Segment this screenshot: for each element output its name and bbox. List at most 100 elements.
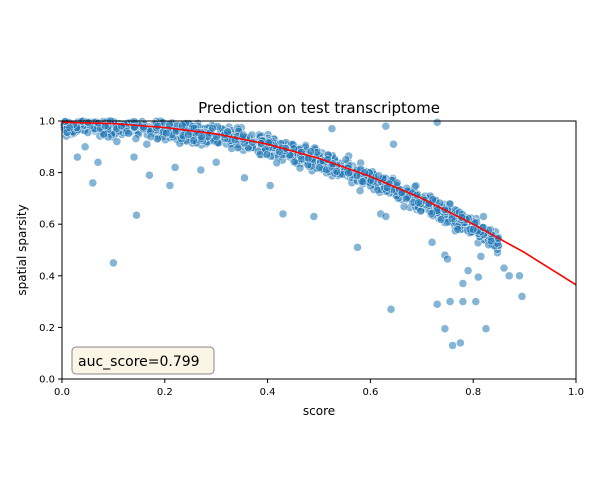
scatter-point — [161, 128, 171, 138]
x-tick-label: 0.0 — [54, 387, 70, 398]
scatter-point — [109, 258, 118, 268]
scatter-point — [124, 129, 133, 138]
x-tick-label: 0.2 — [157, 387, 173, 398]
scatter-point — [381, 212, 391, 221]
scatter-point — [443, 254, 452, 264]
scatter-point — [309, 212, 319, 221]
scatter-point — [131, 134, 141, 143]
x-tick-label: 1.0 — [568, 387, 584, 398]
scatter-point — [165, 181, 175, 190]
scatter-point — [486, 236, 496, 246]
scatter-point — [448, 341, 457, 350]
scatter-point — [463, 266, 473, 275]
scatter-point — [440, 324, 450, 333]
scatter-point — [471, 297, 481, 306]
scatter-point — [355, 186, 365, 195]
scatter-point — [83, 128, 93, 137]
scatter-point — [65, 123, 74, 133]
scatter-point — [197, 132, 206, 141]
scatter-point — [99, 129, 109, 139]
scatter-point — [332, 167, 341, 176]
x-tick-label: 0.4 — [260, 387, 276, 398]
fit-line — [61, 121, 577, 286]
annotation-background — [71, 346, 215, 375]
scatter-point — [414, 198, 423, 207]
y-tick-label: 1.0 — [39, 117, 55, 128]
scatter-point — [142, 139, 152, 149]
scatter-point — [129, 152, 139, 162]
scatter-point — [399, 202, 409, 211]
scatter-point — [517, 292, 527, 301]
auc-score-annotation: auc_score=0.799 — [78, 354, 200, 370]
scatter-point — [474, 272, 483, 282]
scatter-point — [436, 215, 446, 224]
y-tick-label: 0.0 — [39, 375, 55, 386]
scatter-point — [381, 121, 391, 131]
chart-title: Prediction on test transcriptome — [198, 99, 440, 117]
scatter-point — [432, 118, 442, 127]
annotation-box: auc_score=0.799 — [71, 346, 215, 375]
scatter-point — [265, 181, 275, 190]
scatter-point — [515, 271, 524, 281]
y-tick-label: 0.4 — [39, 271, 55, 282]
x-tick-label: 0.6 — [362, 387, 378, 398]
scatter-point — [239, 130, 248, 140]
scatter-point — [476, 252, 486, 261]
scatter-point — [353, 243, 362, 252]
scatter-point — [139, 122, 148, 132]
scatter-point — [458, 279, 468, 288]
scatter-point — [468, 225, 478, 234]
scatter-point — [80, 142, 90, 152]
x-tick-label: 0.8 — [465, 387, 481, 398]
scatter-point — [278, 209, 288, 219]
scatter-point — [327, 124, 337, 133]
scatter-point — [447, 214, 457, 224]
plot-frame — [61, 120, 577, 380]
y-tick-label: 0.2 — [39, 323, 55, 334]
y-axis-label: spatial sparsity — [15, 204, 29, 295]
scatter-point — [189, 136, 198, 145]
x-axis-label: score — [303, 404, 335, 418]
scatter-point — [178, 121, 187, 130]
scatter-point — [240, 173, 249, 183]
scatter-point — [272, 158, 282, 168]
scatter-point — [73, 152, 82, 162]
scatter-point — [445, 297, 455, 306]
scatter-point — [458, 297, 468, 306]
y-axis-ticks: 0.0 0.2 0.4 0.6 0.8 1.0 — [39, 117, 62, 386]
x-axis-ticks: 0.0 0.2 0.4 0.6 0.8 1.0 — [54, 379, 584, 398]
scatter-point — [358, 177, 368, 186]
scatter-point — [499, 263, 509, 273]
scatter-point — [389, 139, 398, 149]
scatter-point — [112, 137, 122, 146]
scatter-point — [504, 271, 514, 281]
scatter-point — [295, 163, 305, 173]
y-tick-label: 0.8 — [39, 168, 55, 179]
scatter-point — [386, 305, 396, 314]
scatter-point — [132, 210, 141, 220]
scatter-point — [183, 130, 193, 139]
scatter-point — [427, 238, 437, 247]
scatter-point — [233, 143, 243, 153]
scatter-point — [145, 170, 154, 180]
scatter-point — [146, 132, 156, 142]
scatter-point — [262, 150, 272, 159]
scatter-point — [196, 165, 206, 175]
scatter-point — [88, 178, 98, 188]
scatter-point — [93, 158, 103, 167]
scatter-point — [481, 324, 491, 333]
scatter-point — [402, 194, 411, 204]
scatter-point — [170, 163, 180, 172]
scatter-point — [341, 155, 351, 164]
scatter-point — [432, 299, 442, 309]
scatter-point — [223, 127, 232, 137]
scatter-point — [479, 212, 488, 221]
scatter-point — [456, 338, 465, 348]
scatter-point — [211, 158, 221, 167]
scatter-point — [453, 225, 463, 234]
scatter-point — [416, 206, 425, 216]
scatter-point — [392, 178, 402, 188]
scatter-point — [427, 209, 437, 218]
y-tick-label: 0.6 — [39, 220, 55, 231]
